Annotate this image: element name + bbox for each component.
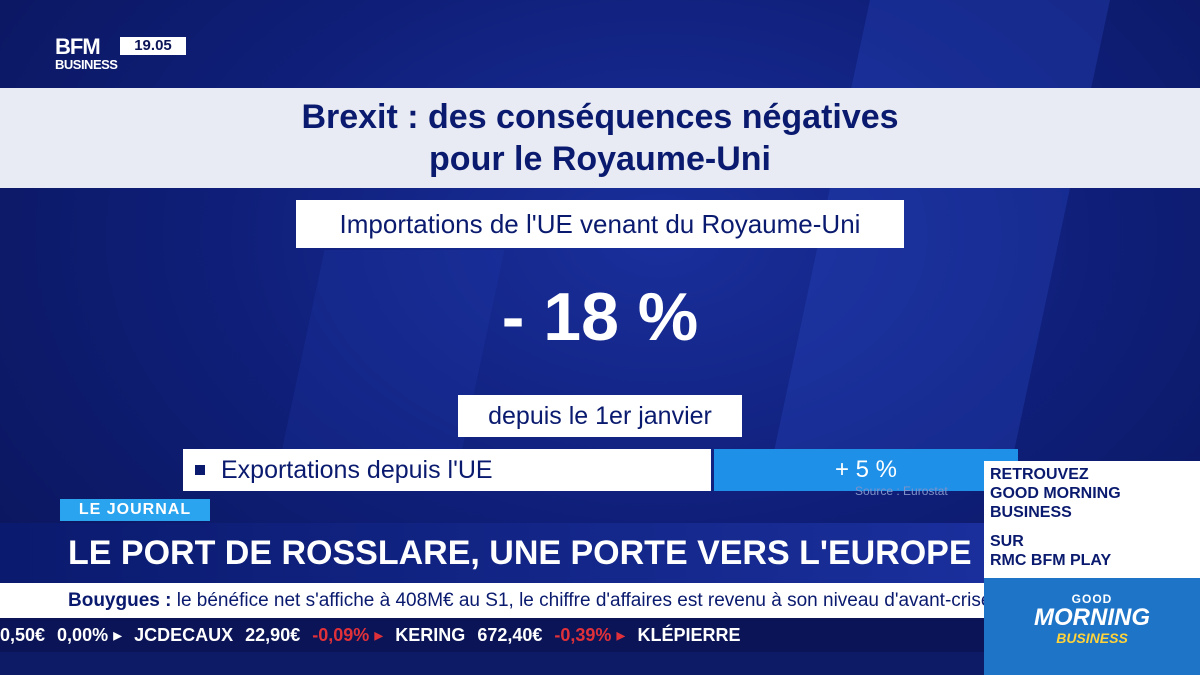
program-tag: LE JOURNAL bbox=[60, 499, 210, 521]
export-label: Exportations depuis l'UE bbox=[221, 456, 493, 484]
export-row: Exportations depuis l'UE + 5 % bbox=[183, 449, 1018, 491]
big-value: - 18 % bbox=[501, 279, 699, 355]
graphic-subtitle: Importations de l'UE venant du Royaume-U… bbox=[296, 200, 904, 248]
title-line-2: pour le Royaume-Uni bbox=[429, 140, 771, 178]
side-promo: RETROUVEZ GOOD MORNING BUSINESS SUR RMC … bbox=[984, 461, 1200, 578]
stock-ticker-item: -0,39% ▸ bbox=[554, 625, 626, 645]
show-logo-business: BUSINESS bbox=[1056, 630, 1128, 646]
stock-ticker-item: 0,00% ▸ bbox=[57, 625, 123, 645]
promo-line-5: RMC BFM PLAY bbox=[990, 552, 1112, 569]
headline: LE PORT DE ROSSLARE, UNE PORTE VERS L'EU… bbox=[0, 523, 984, 583]
stock-ticker: 0,50€ 0,00% ▸ JCDECAUX 22,90€ -0,09% ▸ KERING… bbox=[0, 618, 984, 652]
logo-bfm: BFM bbox=[55, 34, 101, 59]
stock-ticker-item: -0,09% ▸ bbox=[312, 625, 384, 645]
ticker-text: le bénéfice net s'affiche à 408M€ au S1,… bbox=[176, 590, 984, 611]
logo-business: BUSINESS bbox=[55, 57, 118, 72]
stock-ticker-item: KERING bbox=[395, 625, 466, 645]
clock: 19.05 bbox=[120, 37, 186, 55]
news-ticker: Bouygues : le bénéfice net s'affiche à 4… bbox=[0, 583, 984, 618]
show-logo-morning: MORNING bbox=[1034, 604, 1150, 631]
promo-line-2: GOOD MORNING bbox=[990, 485, 1121, 502]
stock-ticker-item: 672,40€ bbox=[477, 625, 543, 645]
show-logo: GOOD MORNING BUSINESS bbox=[984, 578, 1200, 675]
title-line-1: Brexit : des conséquences négatives bbox=[301, 98, 899, 136]
promo-line-4: SUR bbox=[990, 533, 1024, 550]
promo-line-1: RETROUVEZ bbox=[990, 466, 1089, 483]
source-label: Source : Eurostat bbox=[855, 484, 948, 498]
export-value: + 5 % bbox=[714, 449, 1018, 491]
channel-logo: BFM BUSINESS bbox=[55, 34, 118, 72]
bottom-strip bbox=[0, 652, 984, 675]
stock-ticker-item: KLÉPIERRE bbox=[637, 625, 741, 645]
show-logo-good: GOOD bbox=[1071, 592, 1113, 606]
ticker-company: Bouygues : bbox=[68, 590, 172, 611]
export-label-box: Exportations depuis l'UE bbox=[183, 449, 711, 491]
square-bullet-icon bbox=[195, 465, 205, 475]
stock-ticker-item: JCDECAUX bbox=[134, 625, 234, 645]
promo-line-3: BUSINESS bbox=[990, 504, 1072, 521]
since-label: depuis le 1er janvier bbox=[458, 395, 742, 437]
stock-ticker-item: 0,50€ bbox=[0, 625, 46, 645]
stock-ticker-item: 22,90€ bbox=[245, 625, 301, 645]
graphic-title: Brexit : des conséquences négatives pour… bbox=[0, 88, 1200, 188]
